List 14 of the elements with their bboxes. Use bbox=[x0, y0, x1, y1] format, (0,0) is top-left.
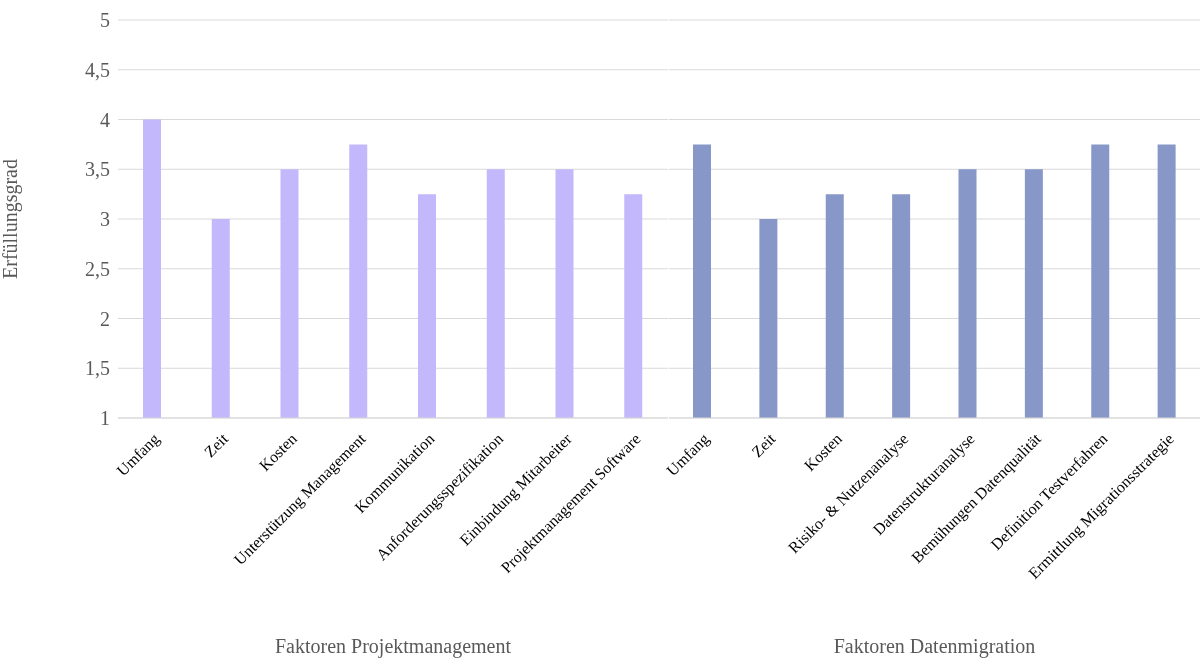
y-tick-label: 3,5 bbox=[85, 158, 110, 181]
y-tick-label: 1 bbox=[100, 407, 110, 430]
x-axis-title: Faktoren Datenmigration bbox=[833, 635, 1036, 658]
y-tick-label: 4,5 bbox=[85, 58, 110, 81]
y-axis-title: Erfüllungsgrad bbox=[0, 159, 23, 279]
x-tick-label: Zeit bbox=[200, 429, 232, 461]
y-tick-label: 2,5 bbox=[85, 257, 110, 280]
y-tick-label: 1,5 bbox=[85, 357, 110, 380]
x-tick-label: Zeit bbox=[748, 429, 779, 461]
x-axis-title: Faktoren Projektmanagement bbox=[274, 635, 512, 658]
y-tick-label: 2 bbox=[100, 307, 110, 330]
y-tick-label: 5 bbox=[100, 9, 110, 32]
y-tick-label: 4 bbox=[100, 108, 110, 131]
y-tick-label: 3 bbox=[100, 208, 110, 231]
